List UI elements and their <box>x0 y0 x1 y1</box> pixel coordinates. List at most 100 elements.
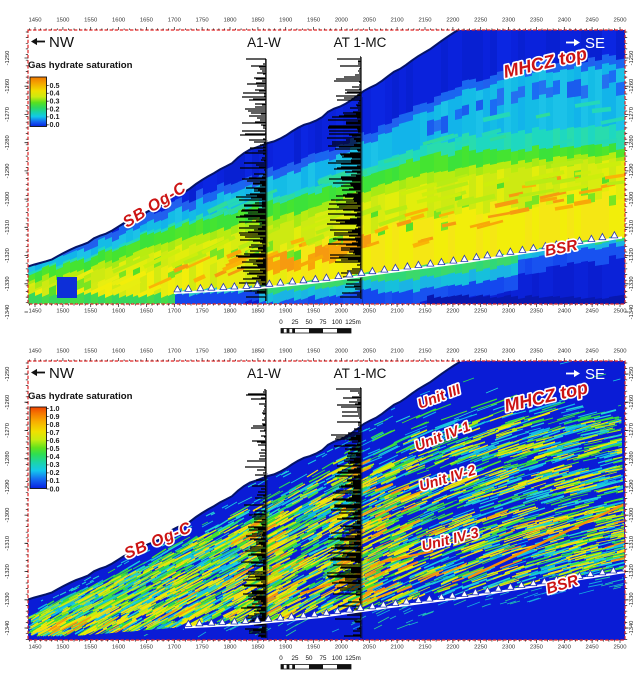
svg-text:-1320: -1320 <box>5 564 11 579</box>
svg-text:2400: 2400 <box>558 349 572 355</box>
svg-text:A1-W: A1-W <box>247 366 281 381</box>
svg-text:2500: 2500 <box>613 645 627 651</box>
svg-text:2100: 2100 <box>391 645 405 651</box>
svg-text:1800: 1800 <box>223 309 237 315</box>
svg-text:1450: 1450 <box>28 309 42 315</box>
svg-text:1700: 1700 <box>168 349 182 355</box>
svg-text:-1320: -1320 <box>629 248 635 263</box>
svg-text:1500: 1500 <box>56 309 70 315</box>
svg-text:2350: 2350 <box>530 18 544 24</box>
svg-text:-1280: -1280 <box>5 451 11 466</box>
svg-text:-1260: -1260 <box>5 79 11 94</box>
svg-text:2450: 2450 <box>586 349 600 355</box>
svg-text:-1250: -1250 <box>5 367 11 382</box>
svg-text:2350: 2350 <box>530 309 544 315</box>
svg-text:1800: 1800 <box>223 645 237 651</box>
svg-text:Gas hydrate saturation: Gas hydrate saturation <box>28 60 133 71</box>
svg-text:0.1: 0.1 <box>50 112 60 121</box>
svg-text:2300: 2300 <box>502 18 516 24</box>
svg-text:1900: 1900 <box>279 645 293 651</box>
svg-text:1650: 1650 <box>140 309 154 315</box>
svg-text:-1330: -1330 <box>629 592 635 607</box>
svg-text:0.3: 0.3 <box>50 460 60 469</box>
svg-text:-1260: -1260 <box>5 395 11 410</box>
svg-text:2450: 2450 <box>586 645 600 651</box>
svg-text:0.2: 0.2 <box>50 104 60 113</box>
svg-text:1750: 1750 <box>196 309 210 315</box>
svg-text:-1310: -1310 <box>5 536 11 551</box>
svg-text:1950: 1950 <box>307 645 321 651</box>
svg-text:100: 100 <box>332 319 343 326</box>
svg-text:NW: NW <box>49 34 75 51</box>
svg-text:2250: 2250 <box>474 645 488 651</box>
svg-text:125m: 125m <box>345 655 360 662</box>
svg-text:-1310: -1310 <box>5 220 11 235</box>
svg-text:-1270: -1270 <box>5 423 11 438</box>
svg-text:75: 75 <box>320 655 327 662</box>
svg-text:0.8: 0.8 <box>50 420 60 429</box>
svg-text:2250: 2250 <box>474 18 488 24</box>
svg-text:1500: 1500 <box>56 18 70 24</box>
svg-text:1600: 1600 <box>112 309 126 315</box>
svg-text:1850: 1850 <box>251 309 265 315</box>
svg-text:1450: 1450 <box>28 349 42 355</box>
svg-text:1650: 1650 <box>140 18 154 24</box>
svg-text:-1300: -1300 <box>5 508 11 523</box>
svg-text:-1330: -1330 <box>5 592 11 607</box>
svg-text:0.5: 0.5 <box>50 444 60 453</box>
svg-text:-1260: -1260 <box>629 395 635 410</box>
svg-text:2150: 2150 <box>418 18 432 24</box>
svg-text:-1250: -1250 <box>629 367 635 382</box>
svg-text:1750: 1750 <box>196 645 210 651</box>
svg-text:0.3: 0.3 <box>50 97 60 106</box>
svg-text:2450: 2450 <box>586 309 600 315</box>
svg-text:2300: 2300 <box>502 645 516 651</box>
svg-text:2050: 2050 <box>363 18 377 24</box>
svg-text:0.4: 0.4 <box>50 89 60 98</box>
svg-text:-1340: -1340 <box>629 305 635 320</box>
svg-text:2000: 2000 <box>335 349 349 355</box>
svg-text:-1260: -1260 <box>629 79 635 94</box>
svg-text:-1340: -1340 <box>5 305 11 320</box>
svg-text:0.2: 0.2 <box>50 468 60 477</box>
svg-text:-1270: -1270 <box>629 107 635 122</box>
svg-text:-1290: -1290 <box>5 479 11 494</box>
svg-text:75: 75 <box>320 319 327 326</box>
svg-text:-1300: -1300 <box>5 192 11 207</box>
svg-text:2400: 2400 <box>558 18 572 24</box>
svg-text:2500: 2500 <box>613 309 627 315</box>
svg-text:2300: 2300 <box>502 349 516 355</box>
svg-text:1900: 1900 <box>279 18 293 24</box>
svg-text:SE: SE <box>585 366 605 383</box>
svg-text:-1340: -1340 <box>629 621 635 636</box>
svg-text:1.0: 1.0 <box>50 404 60 413</box>
svg-text:1700: 1700 <box>168 309 182 315</box>
svg-text:1550: 1550 <box>84 309 98 315</box>
svg-text:1950: 1950 <box>307 349 321 355</box>
svg-text:1900: 1900 <box>279 349 293 355</box>
svg-text:50: 50 <box>306 655 313 662</box>
svg-text:2000: 2000 <box>335 309 349 315</box>
svg-text:-1290: -1290 <box>5 163 11 178</box>
svg-text:2150: 2150 <box>418 645 432 651</box>
svg-text:2400: 2400 <box>558 645 572 651</box>
svg-text:1700: 1700 <box>168 645 182 651</box>
svg-text:-1300: -1300 <box>629 192 635 207</box>
svg-text:1950: 1950 <box>307 18 321 24</box>
svg-text:NW: NW <box>49 365 75 382</box>
svg-text:-1280: -1280 <box>629 451 635 466</box>
svg-text:2200: 2200 <box>446 309 460 315</box>
svg-text:-1340: -1340 <box>5 621 11 636</box>
svg-text:1750: 1750 <box>196 349 210 355</box>
svg-text:2050: 2050 <box>363 309 377 315</box>
svg-text:2000: 2000 <box>335 645 349 651</box>
svg-text:-1320: -1320 <box>5 248 11 263</box>
svg-text:2500: 2500 <box>613 349 627 355</box>
svg-text:1600: 1600 <box>112 18 126 24</box>
svg-text:1800: 1800 <box>223 349 237 355</box>
svg-text:125m: 125m <box>345 319 360 326</box>
svg-text:25: 25 <box>292 655 299 662</box>
svg-text:-1300: -1300 <box>629 508 635 523</box>
svg-text:2350: 2350 <box>530 349 544 355</box>
svg-text:0.1: 0.1 <box>50 476 60 485</box>
